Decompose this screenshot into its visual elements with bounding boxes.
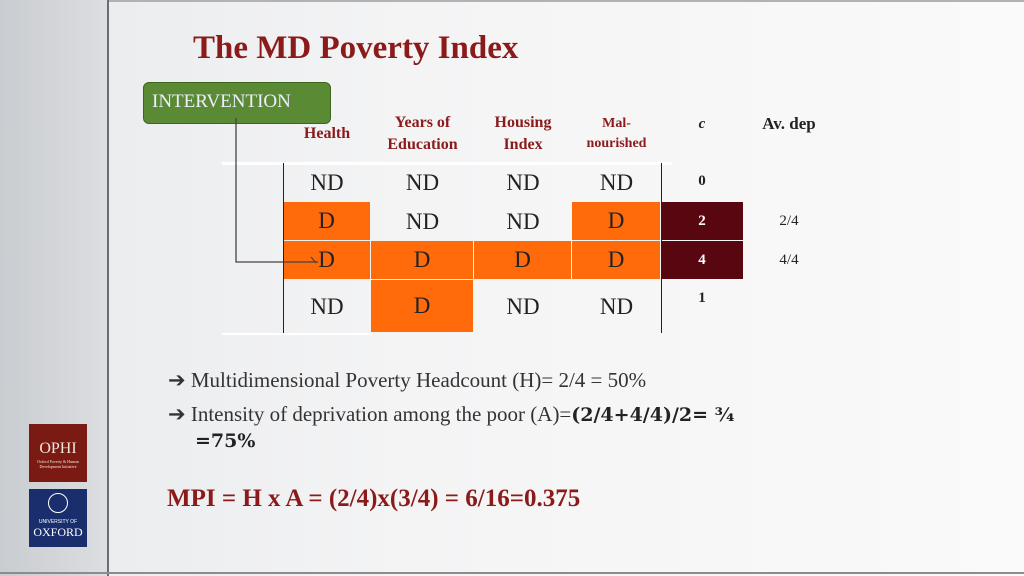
average-deprivation: 4/4 bbox=[779, 252, 799, 268]
bullet-intensity: ➔ Intensity of deprivation among the poo… bbox=[168, 402, 735, 426]
deprivation-count: 4 bbox=[661, 241, 743, 279]
table-cell: D bbox=[371, 241, 473, 279]
table-cell: ND bbox=[599, 169, 634, 195]
table-divider bbox=[661, 163, 662, 333]
column-header: Av. dep bbox=[762, 114, 816, 133]
bullet-headcount: ➔ Multidimensional Poverty Headcount (H)… bbox=[168, 368, 647, 392]
oxford-crest-icon bbox=[48, 493, 68, 513]
deprivation-count: 1 bbox=[698, 290, 706, 306]
arrow-icon: ➔ bbox=[168, 368, 186, 392]
deprivation-count: 0 bbox=[698, 173, 706, 189]
table-cell: ND bbox=[599, 293, 634, 319]
column-header: Years of Education bbox=[387, 114, 458, 153]
table-cell: ND bbox=[506, 208, 540, 234]
mpi-formula: MPI = H x A = (2/4)x(3/4) = 6/16=0.375 bbox=[167, 485, 581, 512]
column-header: Housing Index bbox=[494, 114, 552, 153]
table-cell: ND bbox=[506, 293, 540, 319]
table-cell: ND bbox=[405, 208, 440, 234]
table-cell: ND bbox=[310, 169, 344, 195]
column-header: Health bbox=[303, 125, 351, 142]
ophi-logo: OPHI Oxford Poverty & Human Development … bbox=[29, 424, 87, 482]
table-divider bbox=[283, 163, 284, 333]
page-title: The MD Poverty Index bbox=[193, 30, 519, 66]
bullet-intensity-cont: =75% bbox=[195, 430, 256, 452]
top-border bbox=[0, 0, 1024, 2]
oxford-logo: UNIVERSITY OF OXFORD bbox=[29, 489, 87, 547]
deprivation-count: 2 bbox=[661, 202, 743, 240]
table-cell: D bbox=[474, 241, 571, 279]
table-cell: D bbox=[572, 202, 660, 240]
table-cell: D bbox=[283, 202, 370, 240]
column-header: c bbox=[698, 116, 706, 132]
table-cell: ND bbox=[405, 169, 440, 195]
average-deprivation: 2/4 bbox=[779, 213, 799, 229]
arrow-icon: ➔ bbox=[168, 402, 186, 426]
grid-line bbox=[222, 333, 372, 335]
column-header: Mal- nourished bbox=[586, 116, 647, 151]
table-cell: D bbox=[371, 280, 473, 332]
table-cell: ND bbox=[310, 293, 344, 319]
intervention-callout: INTERVENTION bbox=[143, 82, 331, 124]
table-cell: ND bbox=[506, 169, 540, 195]
grid-line bbox=[222, 162, 672, 165]
table-cell: D bbox=[572, 241, 660, 279]
table-cell: D bbox=[283, 241, 370, 279]
bottom-border bbox=[0, 572, 1024, 574]
